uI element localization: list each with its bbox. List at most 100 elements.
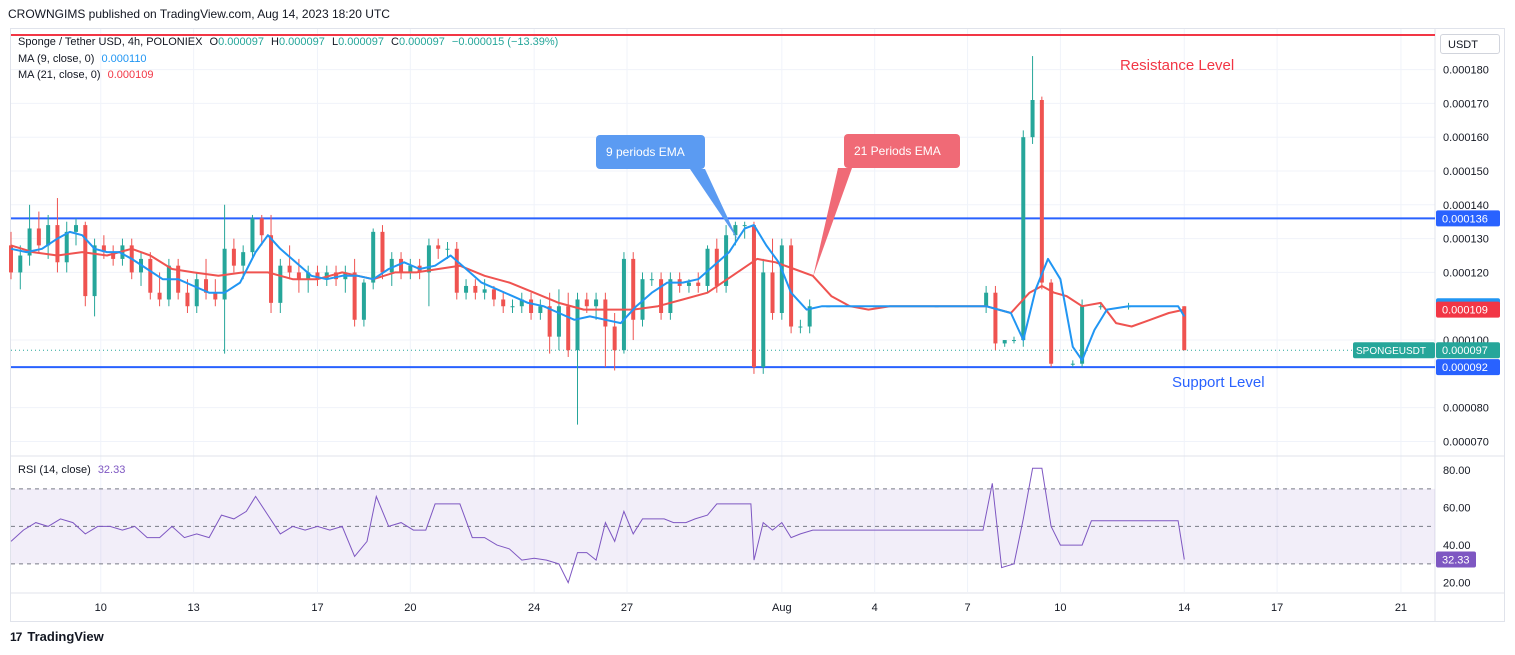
candle-body (334, 272, 339, 280)
candle-body (1070, 363, 1075, 365)
time-tick-label: 4 (872, 602, 878, 614)
rsi-tick-label: 80.00 (1443, 465, 1471, 477)
candle-body (584, 299, 589, 307)
candle-body (473, 285, 478, 293)
candle-body (464, 285, 469, 293)
time-tick-label: 10 (1054, 602, 1066, 614)
candle-body (779, 245, 784, 313)
open-label: O (209, 36, 219, 48)
ema21-callout: 21 Periods EMA (844, 134, 960, 168)
low-label: L (331, 36, 339, 48)
candle-body (621, 258, 626, 351)
candle-body (361, 282, 366, 320)
candle-body (510, 306, 515, 308)
price-tick-label: 0.000180 (1443, 65, 1489, 77)
candle-body (547, 306, 552, 337)
price-tick-label: 0.000140 (1443, 200, 1489, 212)
candle-body (566, 306, 571, 351)
candle-body (194, 279, 199, 307)
ma9-value: 0.000110 (101, 53, 147, 65)
candle-body (352, 272, 357, 320)
candle-body (204, 279, 209, 293)
time-tick-label: 14 (1178, 602, 1190, 614)
candle-body (371, 231, 376, 283)
rsi-tick-label: 20.00 (1443, 578, 1471, 590)
candle-body (594, 299, 599, 307)
candle-body (1021, 137, 1026, 341)
ma21-line (10, 244, 1185, 328)
candle-body (148, 258, 153, 293)
rsi-last-badge (1436, 551, 1476, 568)
price-tick-label: 0.000120 (1443, 267, 1489, 279)
candle-body (1030, 100, 1035, 138)
high-value: 0.000097 (278, 36, 325, 48)
time-tick-label: 13 (188, 602, 200, 614)
candle-body (482, 289, 487, 293)
candle-body (714, 248, 719, 286)
time-tick-label: 20 (404, 602, 416, 614)
chart-frame (10, 28, 1505, 622)
candle-body (101, 245, 106, 253)
candle-body (1011, 340, 1016, 342)
footer-brand: 17 TradingView (10, 629, 104, 644)
candle-body (984, 292, 989, 307)
candle-body (519, 299, 524, 307)
rsi-tick-label: 60.00 (1443, 503, 1471, 515)
candle-body (9, 245, 13, 273)
time-tick-label: 17 (311, 602, 323, 614)
time-tick-label: Aug (772, 602, 792, 614)
candle-body (259, 218, 264, 236)
candle-body (538, 306, 543, 313)
ema9-callout: 9 periods EMA (596, 135, 705, 169)
candle-body (36, 228, 41, 246)
publish-header: CROWNGIMS published on TradingView.com, … (8, 7, 390, 21)
candle-body (55, 225, 60, 263)
candle-body (380, 231, 385, 273)
ma9-label: MA (9, close, 0) (18, 53, 95, 65)
candle-body (603, 299, 608, 327)
candle-body (612, 326, 617, 351)
close-label: C (391, 36, 399, 48)
symbol-title: Sponge / Tether USD, 4h, POLONIEX (18, 36, 203, 48)
price-badge-text: 0.000092 (1442, 362, 1488, 374)
candle-body (185, 292, 190, 307)
resistance-label: Resistance Level (1120, 57, 1235, 74)
candle-body (742, 225, 747, 227)
candle-body (631, 258, 636, 320)
ma21-legend: MA (21, close, 0) 0.000109 (18, 69, 158, 81)
ma9-legend: MA (9, close, 0) 0.000110 (18, 53, 151, 65)
price-badge-text: 0.000109 (1442, 305, 1488, 317)
price-badge-text: 0.000136 (1442, 213, 1488, 225)
candle-body (241, 252, 246, 266)
candle-body (1039, 100, 1044, 283)
candle-body (46, 225, 51, 246)
candle-body (1080, 306, 1085, 364)
candle-body (445, 248, 450, 250)
footer-text: TradingView (27, 629, 104, 644)
candle-body (1098, 306, 1103, 308)
time-tick-label: 10 (95, 602, 107, 614)
time-tick-label: 24 (528, 602, 540, 614)
price-tick-label: 0.000070 (1443, 436, 1489, 448)
ma9-line (10, 224, 1186, 362)
currency-button[interactable]: USDT (1440, 34, 1500, 54)
candle-body (287, 265, 292, 273)
candle-body (1182, 306, 1187, 351)
candle-body (278, 265, 283, 303)
candle-body (724, 235, 729, 286)
candle-body (111, 252, 116, 259)
candle-body (83, 225, 88, 297)
candle-body (686, 282, 691, 286)
price-tick-label: 0.000080 (1443, 403, 1489, 415)
candle-body (575, 299, 580, 351)
change-value: −0.000015 (−13.39%) (451, 36, 559, 48)
candle-body (649, 279, 654, 281)
ema9-callout-pointer (690, 169, 738, 240)
low-value: 0.000097 (338, 36, 384, 48)
rsi-label: RSI (14, close) (18, 464, 91, 476)
candle-body (668, 279, 673, 313)
candle-body (993, 292, 998, 344)
price-badge (1436, 210, 1500, 227)
candle-body (761, 272, 766, 368)
